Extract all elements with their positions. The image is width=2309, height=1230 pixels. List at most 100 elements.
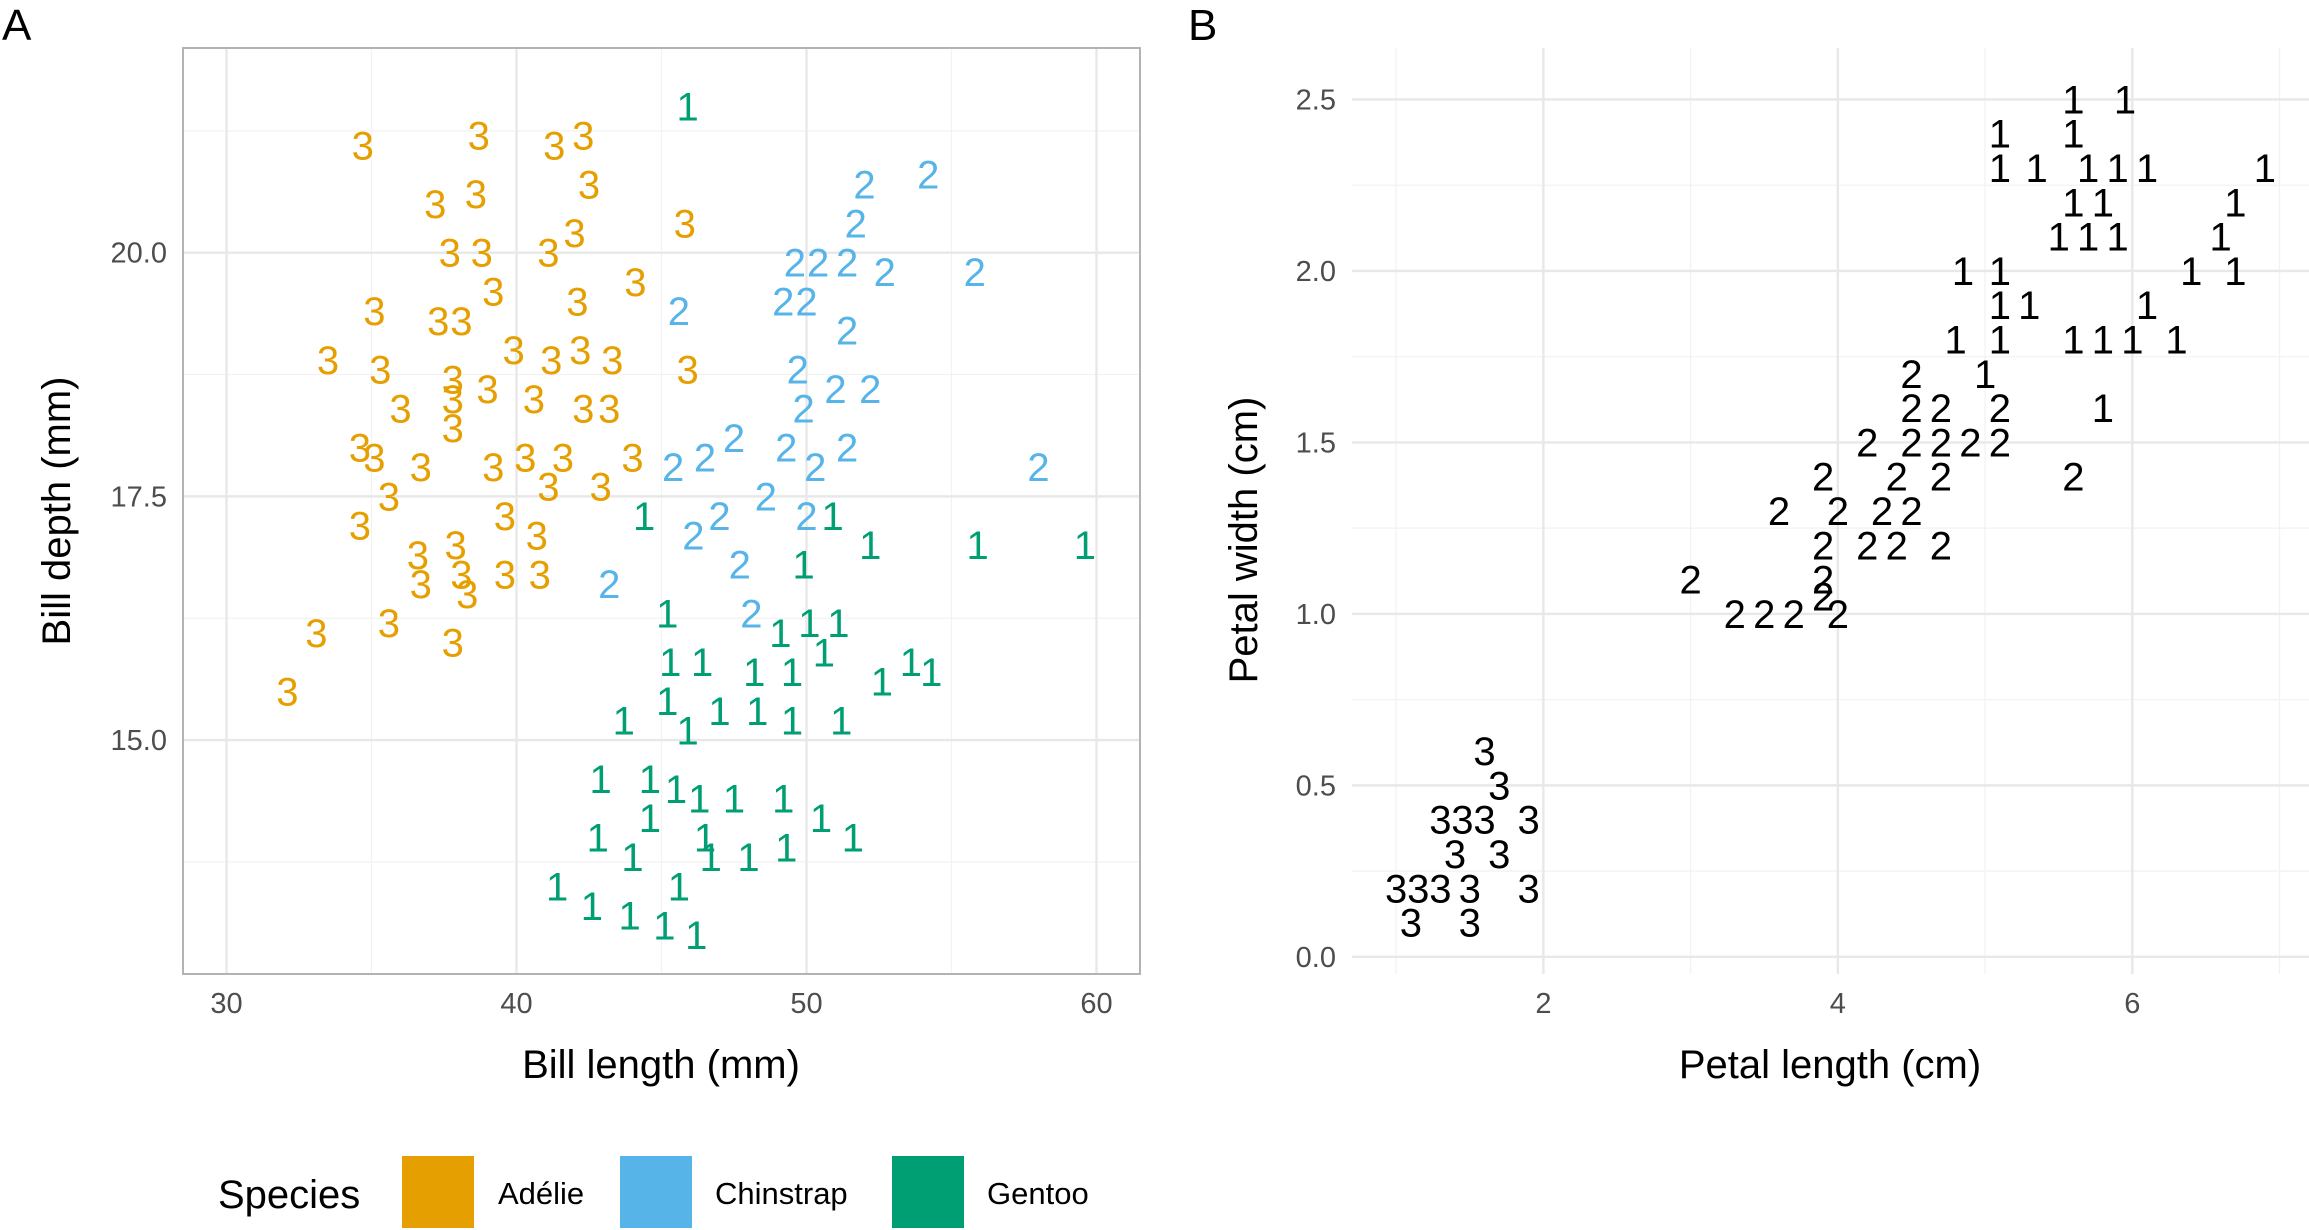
panel-a-frame (182, 47, 1141, 975)
panel-a-point-cluster-1: 1 (827, 602, 849, 646)
panel-a-point-cluster-3: 3 (676, 349, 698, 393)
panel-a-point-cluster-3: 3 (523, 378, 545, 422)
legend: Species Adélie Chinstrap Gentoo (218, 1156, 1089, 1228)
panel-a-point-cluster-3: 3 (450, 300, 472, 344)
panel-b-point-cluster-1: 1 (2114, 78, 2136, 122)
panel-b-point-cluster-3: 3 (1429, 799, 1451, 843)
legend-label-chinstrap: Chinstrap (715, 1176, 848, 1211)
panel-a-point-cluster-3: 3 (444, 524, 466, 568)
panel-a-point-cluster-1: 1 (668, 865, 690, 909)
panel-b-point-cluster-2: 2 (1812, 576, 1834, 620)
panel-a-point-cluster-1: 1 (775, 826, 797, 870)
panel-b-x-tick-label: 4 (1830, 988, 1846, 1020)
panel-a-point-cluster-3: 3 (349, 505, 371, 549)
panel-b-point-cluster-2: 2 (1930, 456, 1952, 500)
panel-a-y-tick-label: 20.0 (111, 238, 167, 270)
panel-a-point-cluster-3: 3 (317, 339, 339, 383)
panel-a-point-cluster-3: 3 (566, 280, 588, 324)
panel-a-x-tick-label: 30 (210, 988, 242, 1020)
legend-swatch-adelie (402, 1156, 474, 1228)
panel-a-point-cluster-1: 1 (920, 651, 942, 695)
panel-b-point-cluster-2: 2 (1827, 593, 1849, 637)
panel-a-point-cluster-1: 1 (781, 700, 803, 744)
panel-b-y-tick-label: 2.5 (1296, 84, 1336, 116)
panel-b-point-cluster-2: 2 (1856, 421, 1878, 465)
panel-a-point-cluster-1: 1 (772, 778, 794, 822)
panel-a-point-cluster-1: 1 (737, 836, 759, 880)
panel-a-point-cluster-1: 1 (587, 817, 609, 861)
legend-title: Species (218, 1173, 360, 1217)
panel-a-ticks: 30 40 50 60 15.0 17.5 20.0 (111, 238, 1113, 1020)
panel-a-point-cluster-3: 3 (569, 329, 591, 373)
panel-a-point-cluster-1: 1 (581, 885, 603, 929)
panel-b-point-cluster-3: 3 (1518, 799, 1540, 843)
panel-a-point-cluster-2: 2 (662, 446, 684, 490)
panel-a-point-cluster-1: 1 (966, 524, 988, 568)
panel-a-grid (183, 48, 1140, 974)
panel-a-point-cluster-2: 2 (807, 241, 829, 285)
panel-a-point-cluster-3: 3 (465, 173, 487, 217)
panel-a-point-cluster-3: 3 (389, 388, 411, 432)
panel-a-point-cluster-3: 3 (563, 212, 585, 256)
panel-a-point-cluster-2: 2 (787, 349, 809, 393)
panel-b-point-cluster-1: 1 (2180, 250, 2202, 294)
legend-label-adelie: Adélie (498, 1176, 584, 1211)
panel-b-point-cluster-1: 1 (2136, 147, 2158, 191)
panel-b-point-cluster-2: 2 (1871, 490, 1893, 534)
panel-a-point-cluster-2: 2 (708, 495, 730, 539)
panel-b-point-cluster-2: 2 (2062, 456, 2084, 500)
panel-a-point-cluster-1: 1 (653, 904, 675, 948)
panel-b-point-cluster-3: 3 (1429, 867, 1451, 911)
panel-b-point-cluster-3: 3 (1451, 799, 1473, 843)
panel-a-point-cluster-3: 3 (494, 495, 516, 539)
panel-b: B 2 4 60.00.51.01.52.02.5 1 11 11 1 1 1 1 11 1 11 1 1… (1188, 1, 2309, 1087)
panel-a-point-cluster-1: 1 (723, 778, 745, 822)
panel-b-point-cluster-1: 1 (2048, 216, 2070, 260)
panel-a-point-cluster-1: 1 (613, 700, 635, 744)
panel-a-point-cluster-1: 1 (859, 524, 881, 568)
panel-b-point-cluster-2: 2 (1886, 524, 1908, 568)
panel-b-y-tick-label: 1.5 (1296, 427, 1336, 459)
panel-b-point-cluster-3: 3 (1473, 799, 1495, 843)
panel-a-point-cluster-3: 3 (578, 163, 600, 207)
panel-a-point-cluster-3: 3 (572, 388, 594, 432)
panel-a-point-cluster-2: 2 (784, 241, 806, 285)
panel-a-point-cluster-3: 3 (450, 553, 472, 597)
panel-b-point-cluster-1: 1 (2025, 147, 2047, 191)
panel-b-point-cluster-2: 2 (1900, 387, 1922, 431)
panel-b-point-cluster-1: 1 (2092, 319, 2114, 363)
panel-a-point-cluster-3: 3 (514, 436, 536, 480)
panel-a-point-cluster-1: 1 (665, 768, 687, 812)
panel-b-point-cluster-1: 1 (1989, 147, 2011, 191)
panel-a-point-cluster-3: 3 (442, 622, 464, 666)
panel-a-point-cluster-3: 3 (471, 232, 493, 276)
panel-a-point-cluster-3: 3 (543, 124, 565, 168)
panel-a-point-cluster-1: 1 (639, 758, 661, 802)
panel-a-y-tick-label: 17.5 (111, 481, 167, 513)
panel-b-point-cluster-1: 1 (2077, 216, 2099, 260)
panel-a-point-cluster-3: 3 (378, 475, 400, 519)
panel-b-point-cluster-1: 1 (2121, 319, 2143, 363)
panel-a-point-cluster-3: 3 (424, 183, 446, 227)
panel-a-x-tick-label: 40 (500, 988, 532, 1020)
panel-a-point-cluster-3: 3 (537, 466, 559, 510)
panel-a-point-cluster-1: 1 (618, 895, 640, 939)
panel-a-point-cluster-3: 3 (589, 466, 611, 510)
panel-b-point-cluster-2: 2 (1989, 387, 2011, 431)
panel-a-point-cluster-2: 2 (723, 417, 745, 461)
panel-b-grid (1352, 48, 2309, 974)
panel-a-point-cluster-3: 3 (349, 427, 371, 471)
panel-a-point-cluster-1: 1 (842, 817, 864, 861)
panel-a-point-cluster-3: 3 (529, 553, 551, 597)
panel-a-point-cluster-1: 1 (589, 758, 611, 802)
panel-b-point-cluster-3: 3 (1444, 833, 1466, 877)
panel-a-point-cluster-2: 2 (917, 154, 939, 198)
panel-a-point-cluster-1: 1 (746, 690, 768, 734)
panel-b-y-axis-title: Petal width (cm) (1222, 397, 1266, 684)
panel-a-point-cluster-3: 3 (276, 670, 298, 714)
panel-b-point-cluster-1: 1 (1945, 319, 1967, 363)
panel-a-point-cluster-1: 1 (546, 865, 568, 909)
panel-a-point-cluster-1: 1 (813, 631, 835, 675)
